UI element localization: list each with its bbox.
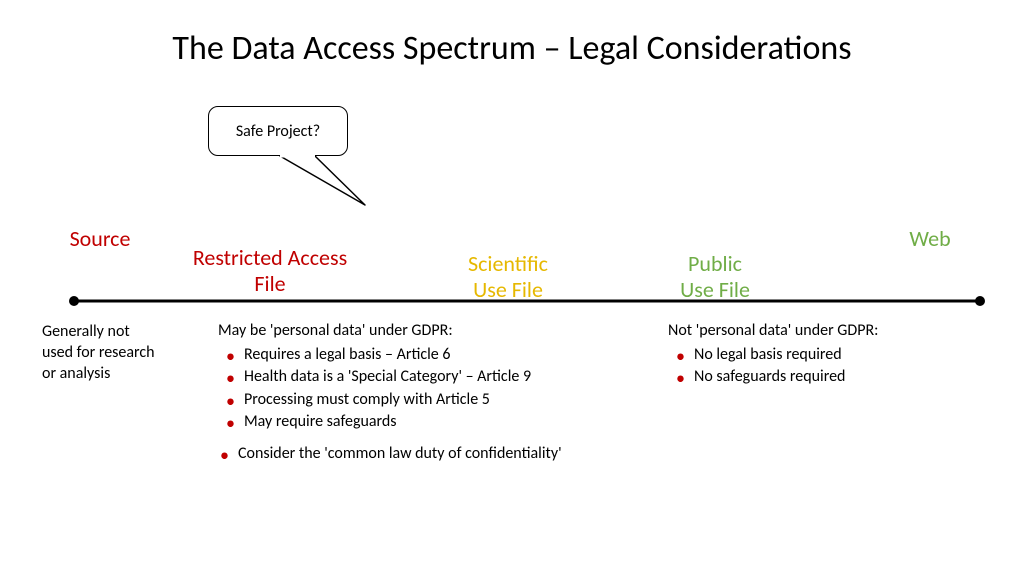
note-middle-heading: May be 'personal data' under GDPR: (218, 320, 638, 342)
list-item: Requires a legal basis – Article 6 (224, 344, 638, 366)
label-restricted: Restricted Access File (170, 220, 370, 296)
callout-tail-icon (270, 150, 390, 210)
list-item: May require safeguards (224, 411, 638, 433)
note-right-heading: Not 'personal data' under GDPR: (668, 320, 968, 342)
note-middle-extra: Consider the 'common law duty of confide… (218, 443, 638, 465)
note-right: Not 'personal data' under GDPR: No legal… (668, 320, 968, 389)
label-scientific: Scientific Use File (438, 226, 578, 302)
list-item: No legal basis required (674, 344, 968, 366)
page-title: The Data Access Spectrum – Legal Conside… (0, 28, 1024, 69)
note-middle-list: Requires a legal basis – Article 6 Healt… (218, 344, 638, 433)
spectrum-labels: Source Restricted Access File Scientific… (40, 220, 994, 280)
note-right-list: No legal basis required No safeguards re… (668, 344, 968, 388)
list-item: No safeguards required (674, 366, 968, 388)
label-source: Source (40, 226, 160, 251)
safe-project-callout: Safe Project? (208, 106, 348, 156)
label-web: Web (880, 226, 980, 251)
list-item: Processing must comply with Article 5 (224, 389, 638, 411)
spectrum-line (68, 294, 986, 308)
label-public: Public Use File (650, 226, 780, 302)
note-middle: May be 'personal data' under GDPR: Requi… (218, 320, 638, 465)
callout-text: Safe Project? (236, 122, 320, 141)
list-item: Health data is a 'Special Category' – Ar… (224, 366, 638, 388)
note-left: Generally not used for research or analy… (42, 322, 202, 384)
